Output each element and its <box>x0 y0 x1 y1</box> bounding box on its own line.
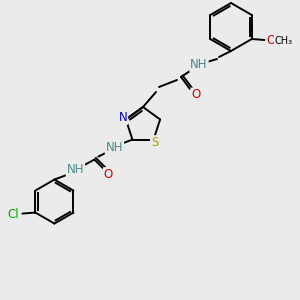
Text: CH₃: CH₃ <box>275 36 293 46</box>
Text: NH: NH <box>67 163 84 176</box>
Text: NH: NH <box>106 141 123 154</box>
Text: O: O <box>104 168 113 181</box>
Text: O: O <box>191 88 201 101</box>
Text: O: O <box>266 34 275 47</box>
Text: Cl: Cl <box>8 208 19 221</box>
Text: S: S <box>151 136 158 149</box>
Text: N: N <box>118 111 127 124</box>
Text: NH: NH <box>190 58 208 71</box>
